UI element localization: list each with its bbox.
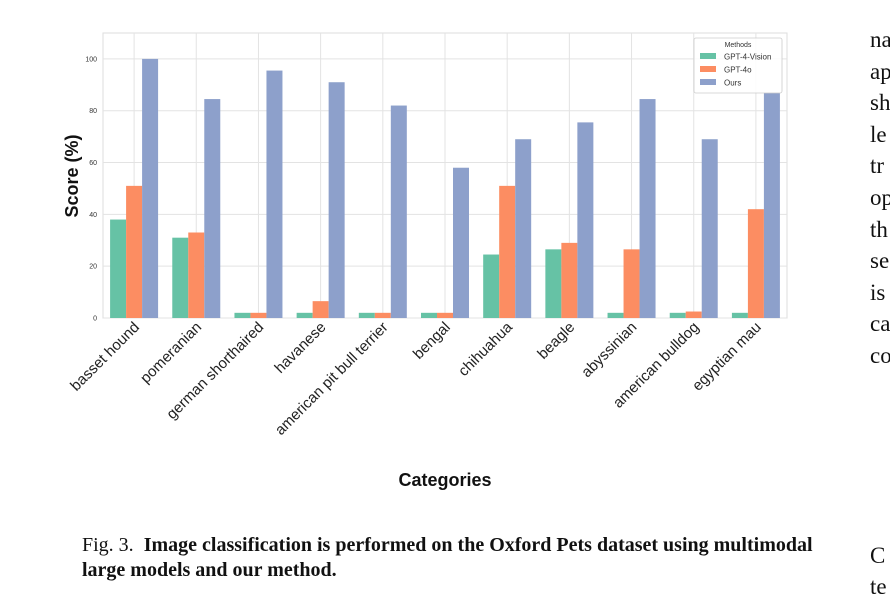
x-tick-label: bengal: [410, 319, 454, 363]
legend-label-gpt4v: GPT-4-Vision: [724, 53, 771, 62]
bar-ours: [390, 105, 407, 318]
bar-ours: [142, 58, 159, 319]
bar-ours: [204, 99, 221, 319]
y-tick-label: 20: [89, 264, 97, 271]
x-tick-label: basset hound: [67, 319, 143, 395]
bar-gpt4v: [669, 312, 686, 318]
bar-ours: [701, 139, 718, 318]
x-tick-label: abyssinian: [578, 319, 640, 381]
bar-gpt4v: [110, 219, 127, 318]
side-line: te: [870, 574, 887, 599]
side-line: sh: [870, 90, 890, 116]
x-axis-title: Categories: [398, 470, 491, 490]
figure-caption: Fig. 3. Image classification is performe…: [82, 533, 842, 583]
bar-gpt4v: [421, 312, 437, 318]
legend-swatch-gpt4v: [700, 53, 716, 59]
bar-gpt4v: [358, 312, 375, 318]
bar-ours: [763, 92, 780, 318]
bar-gpt4o: [312, 301, 329, 318]
bar-gpt4o: [188, 232, 205, 318]
side-line: C: [870, 543, 886, 568]
side-line: ap: [870, 58, 890, 84]
bar-gpt4v: [296, 312, 313, 318]
bar-gpt4v: [483, 254, 500, 318]
y-tick-label: 80: [89, 108, 97, 115]
bar-ours: [328, 82, 345, 319]
side-line: op: [870, 184, 890, 210]
x-tick-label: havanese: [271, 319, 329, 377]
side-line: co: [870, 342, 890, 368]
bar-ours: [453, 167, 469, 318]
figure-label: Fig. 3.: [82, 534, 134, 556]
bar-gpt4v: [234, 312, 251, 318]
figure-caption-text: Image classification is performed on the…: [82, 534, 813, 581]
bar-gpt4v: [545, 249, 562, 318]
side-line: tr: [870, 153, 885, 179]
bars: [110, 58, 780, 319]
bar-ours: [577, 122, 594, 319]
legend-swatch-ours: [700, 79, 716, 85]
bar-gpt4o: [561, 242, 578, 318]
side-line: th: [870, 216, 888, 242]
bar-gpt4o: [685, 311, 702, 318]
side-line: se: [870, 248, 890, 274]
y-tick-label: 0: [93, 316, 97, 323]
y-tick-label: 60: [89, 160, 97, 167]
bar-chart: 0 20 40 60 80 100 basset houndpomeraniangerma…: [62, 32, 788, 490]
y-tick-labels: 0 20 40 60 80 100: [85, 56, 97, 322]
legend-label-gpt4o: GPT-4o: [724, 66, 752, 75]
side-line: na: [870, 27, 890, 52]
x-tick-label: american pit bull terrier: [272, 319, 392, 439]
side-line: ca: [870, 311, 890, 337]
bar-gpt4v: [172, 237, 189, 318]
bar-gpt4o: [623, 249, 640, 318]
y-tick-label: 100: [85, 56, 97, 63]
adjacent-column-text: na ap sh le tr op th se is ca co: [870, 24, 890, 372]
y-axis-title: Score (%): [62, 134, 82, 217]
side-line: le: [870, 121, 887, 147]
x-tick-label: pomeranian: [137, 319, 205, 387]
x-tick-label: chihuahua: [455, 318, 516, 379]
bar-ours: [515, 139, 532, 318]
y-tick-label: 40: [89, 212, 97, 219]
adjacent-column-text-bottom: C te: [870, 540, 887, 602]
bar-gpt4o: [374, 312, 391, 318]
legend-label-ours: Ours: [724, 79, 741, 88]
bar-gpt4v: [731, 312, 748, 318]
x-tick-label: beagle: [534, 319, 578, 363]
bar-ours: [639, 99, 656, 319]
side-line: is: [870, 279, 886, 305]
legend-swatch-gpt4o: [700, 66, 716, 72]
bar-gpt4o: [126, 185, 143, 318]
bar-gpt4o: [747, 209, 764, 318]
bar-gpt4o: [250, 312, 267, 318]
bar-ours: [266, 70, 283, 319]
bar-gpt4v: [607, 312, 624, 318]
legend: Methods GPT-4-Vision GPT-4o Ours: [693, 37, 783, 94]
bar-gpt4o: [437, 312, 453, 318]
legend-title: Methods: [725, 42, 752, 49]
bar-gpt4o: [499, 185, 516, 318]
